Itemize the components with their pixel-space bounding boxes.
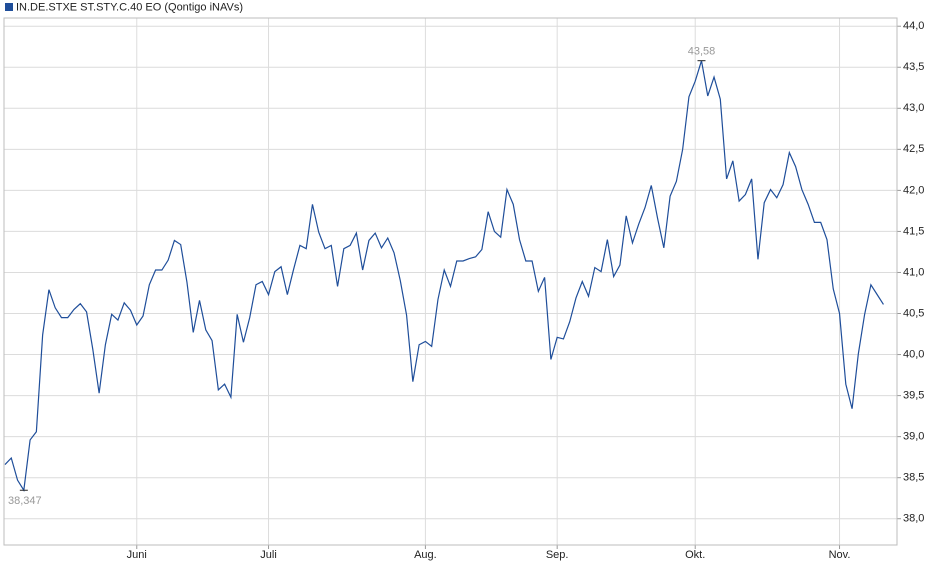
legend-swatch — [5, 3, 13, 11]
y-tick-label: 40,0 — [903, 348, 924, 360]
y-tick-label: 38,0 — [903, 513, 924, 525]
value-label: 38,347 — [8, 495, 42, 507]
x-tick-label: Okt. — [685, 549, 705, 561]
x-tick-label: Sep. — [546, 549, 569, 561]
x-tick-label: Aug. — [414, 549, 437, 561]
legend-label: IN.DE.STXE ST.STY.C.40 EO (Qontigo iNAVs… — [16, 1, 243, 13]
series-line — [4, 60, 884, 493]
y-tick-label: 42,0 — [903, 184, 924, 196]
y-tick-label: 42,5 — [903, 143, 924, 155]
y-tick-label: 39,0 — [903, 431, 924, 443]
y-tick-label: 41,5 — [903, 225, 924, 237]
y-tick-label: 39,5 — [903, 390, 924, 402]
plot-frame — [3, 17, 898, 546]
y-tick-label: 43,0 — [903, 102, 924, 114]
x-tick-label: Nov. — [829, 549, 851, 561]
y-tick-label: 44,0 — [903, 20, 924, 32]
y-tick-label: 38,5 — [903, 472, 924, 484]
y-tick-label: 43,5 — [903, 61, 924, 73]
x-tick-label: Juli — [260, 549, 277, 561]
y-tick-label: 41,0 — [903, 266, 924, 278]
x-tick-label: Juni — [127, 549, 147, 561]
value-label: 43,58 — [688, 46, 716, 58]
y-tick-label: 40,5 — [903, 307, 924, 319]
